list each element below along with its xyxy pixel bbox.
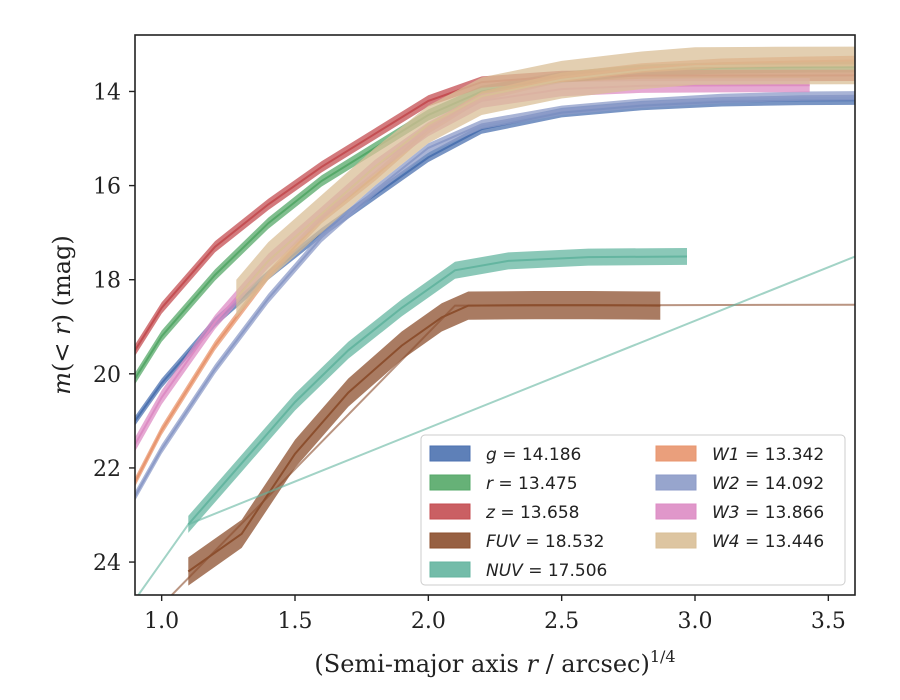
plot-frame — [134, 34, 856, 596]
legend-label-w3: W3 = 13.866 — [712, 503, 824, 523]
legend-label-nuv: NUV = 17.506 — [486, 561, 607, 581]
legend: g = 14.186 r = 13.475 z = 13.658 FUV = 18.5… — [420, 434, 846, 586]
x-tick-label: 2.5 — [544, 609, 579, 634]
legend-swatch-w3 — [655, 503, 697, 520]
y-tick-label: 22 — [93, 457, 121, 482]
y-tick-label: 16 — [93, 175, 121, 200]
legend-swatch-g — [429, 445, 471, 462]
legend-swatch-w1 — [655, 445, 697, 462]
y-tick-label: 14 — [93, 80, 121, 105]
x-tick-label: 1.5 — [278, 609, 313, 634]
x-tick-label: 3.5 — [811, 609, 846, 634]
legend-label-r: r = 13.475 — [486, 474, 578, 494]
series-w4-line — [235, 64, 855, 300]
series-w2-line — [135, 94, 855, 497]
legend-label-z: z = 13.658 — [485, 503, 579, 523]
tick-layer: 1.0 1.5 2.0 2.5 3.0 3.5 14 16 18 20 22 24 — [93, 80, 846, 634]
legend-swatch-z — [429, 503, 471, 520]
legend-swatch-nuv — [429, 561, 471, 578]
series-w4-band — [236, 46, 855, 318]
legend-box — [420, 434, 846, 586]
x-tick-label: 1.0 — [144, 609, 179, 634]
y-tick-label: 24 — [93, 551, 121, 576]
legend-label-g: g = 14.186 — [486, 445, 581, 465]
x-tick-label: 3.0 — [678, 609, 713, 634]
x-axis-title: (Semi-major axis r / arcsec)1/4 — [314, 647, 675, 678]
legend-label-w2: W2 = 14.092 — [712, 474, 824, 494]
y-tick-label: 20 — [93, 363, 121, 388]
series-fuv-line — [187, 304, 661, 573]
x-tick-label: 2.0 — [411, 609, 446, 634]
legend-label-fuv: FUV = 18.532 — [486, 532, 604, 552]
series-nuv-line — [187, 255, 688, 526]
legend-label-w1: W1 = 13.342 — [712, 445, 824, 465]
legend-swatch-fuv — [429, 532, 471, 549]
legend-label-w4: W4 = 13.446 — [712, 532, 824, 552]
legend-swatch-w2 — [655, 474, 697, 491]
y-tick-label: 18 — [93, 269, 121, 294]
y-axis-title: m(< r) (mag) — [48, 235, 76, 395]
legend-swatch-r — [429, 474, 471, 491]
legend-swatch-w4 — [655, 532, 697, 549]
series-layer — [135, 46, 855, 595]
